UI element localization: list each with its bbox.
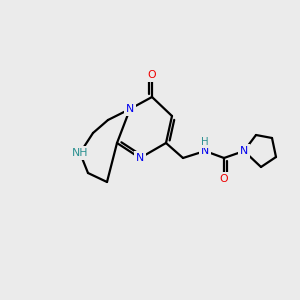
Text: H: H [201,137,209,147]
Text: O: O [220,174,228,184]
Text: O: O [148,70,156,80]
Text: N: N [240,146,248,156]
Text: N: N [136,153,144,163]
Text: NH: NH [72,148,88,158]
Text: H: H [201,146,209,156]
Text: N: N [126,104,134,114]
Text: N: N [201,146,209,156]
